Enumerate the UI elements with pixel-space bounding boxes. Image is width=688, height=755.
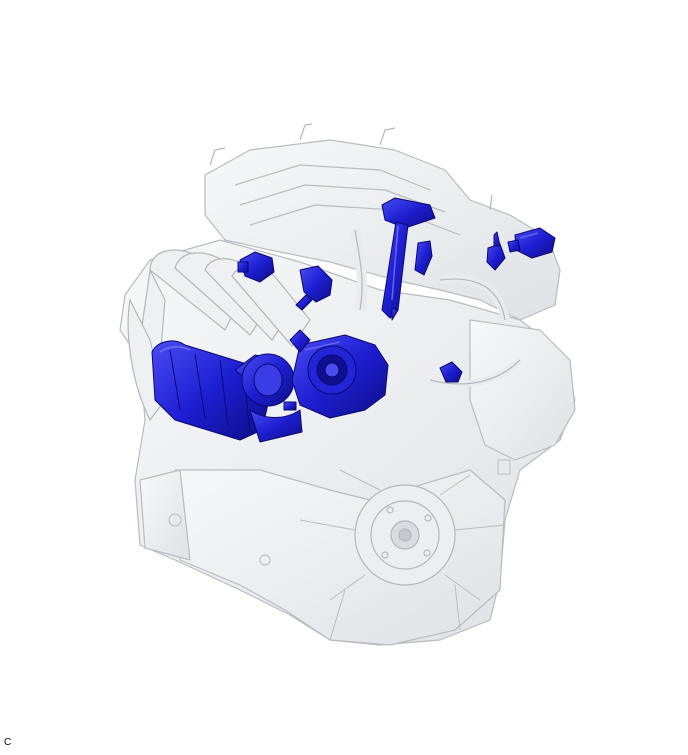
cam-sensor-right [486,231,506,271]
knock-sensor [439,361,463,383]
highlight-sheen [159,225,539,353]
oil-control-valve [507,227,556,259]
crankcase [174,469,506,646]
highlighted-components [151,197,556,443]
flywheel [354,484,456,586]
timing-cover [469,319,576,461]
housing-ribs [168,459,511,641]
fuel-injector [414,240,433,276]
figure-code-label: C [4,737,12,748]
vvt-solenoid [295,265,333,311]
throttle-body [283,329,389,419]
cylinder-head [204,139,561,321]
intake-manifold [151,340,303,443]
cam-sensor-left [237,251,275,283]
pipes [209,123,523,388]
